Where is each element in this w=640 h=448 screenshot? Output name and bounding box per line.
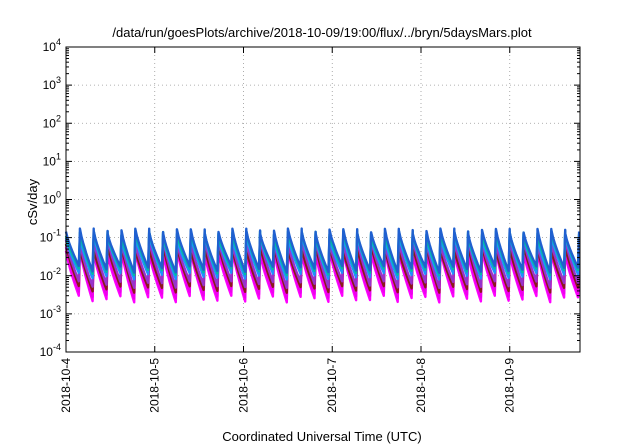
y-axis: 10-4 10-3 10-2 10-1 100 101 102 103 104 — [40, 37, 580, 359]
x-tick-label: 2018-10-8 — [414, 358, 428, 413]
grid — [66, 47, 580, 352]
y-tick-label: 10-2 — [40, 266, 61, 283]
y-tick-label: 10-3 — [40, 304, 61, 321]
x-axis: 2018-10-4 2018-10-5 2018-10-6 2018-10-7 2018… — [59, 47, 517, 413]
x-tick-label: 2018-10-5 — [148, 358, 162, 413]
y-tick-label: 10-1 — [40, 228, 61, 245]
y-tick-label: 100 — [43, 190, 61, 207]
series-group — [64, 227, 581, 304]
y-tick-label: 101 — [43, 151, 61, 168]
x-axis-label: Coordinated Universal Time (UTC) — [222, 429, 421, 444]
y-tick-label: 103 — [43, 75, 61, 92]
series-line — [64, 227, 581, 274]
chart-title: /data/run/goesPlots/archive/2018-10-09/1… — [112, 25, 532, 40]
y-tick-label: 10-4 — [40, 342, 61, 359]
x-tick-label: 2018-10-7 — [325, 358, 339, 413]
x-tick-label: 2018-10-4 — [59, 358, 73, 413]
y-tick-label: 104 — [43, 37, 61, 54]
x-tick-label: 2018-10-9 — [503, 358, 517, 413]
y-tick-label: 102 — [43, 113, 61, 130]
y-axis-label: cSv/day — [25, 178, 40, 225]
x-tick-label: 2018-10-6 — [236, 358, 250, 413]
